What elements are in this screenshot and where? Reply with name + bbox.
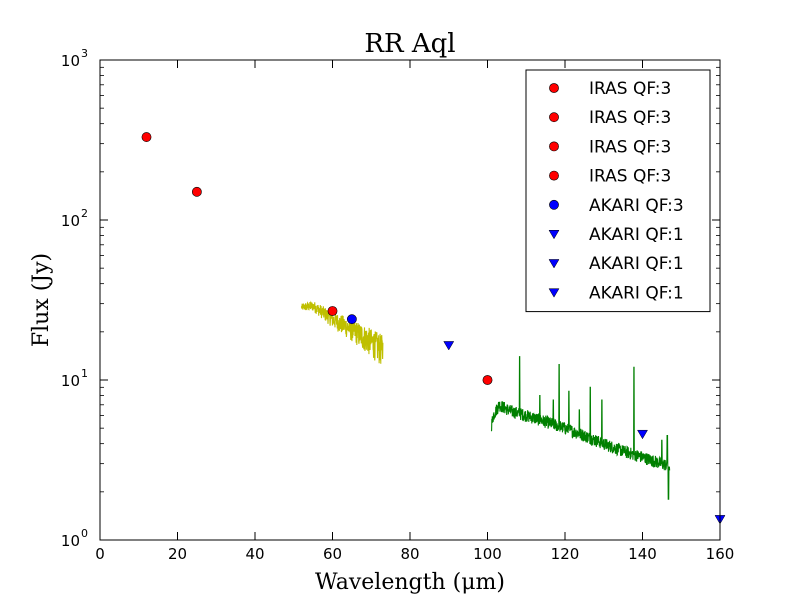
x-tick-label: 80 [400,545,419,563]
legend-label-4: IRAS QF:3 [589,167,671,187]
legend-box [525,69,711,313]
legend-marker-3 [549,141,559,152]
y-tick-exponent: 0 [81,527,88,540]
data-point-6 [443,341,455,351]
y-axis-label: Flux (Jy) [29,253,54,347]
spectra-layer [300,300,671,500]
legend-marker-2 [549,112,559,123]
legend-marker-5 [549,199,559,210]
x-axis-label: Wavelength (μm) [315,570,505,595]
legend-marker-4 [549,170,559,181]
x-tick-label: 160 [706,545,735,563]
legend-label-8: AKARI QF:1 [589,283,684,303]
y-tick-label: 10 [61,212,80,230]
x-tick-label: 100 [473,545,502,563]
x-tick-label: 60 [323,545,342,563]
y-tick-exponent: 1 [81,367,88,380]
spectrum-line-2 [490,356,671,500]
data-point-4 [482,375,493,385]
legend-marker-1 [549,83,559,93]
legend-label-5: AKARI QF:3 [589,196,684,216]
x-tick-label: 40 [245,545,264,563]
data-point-2 [191,186,202,197]
x-tick-label: 0 [95,545,105,563]
y-tick-exponent: 3 [81,47,88,60]
spectrum-line-1 [300,300,384,364]
legend-marker-8 [548,288,560,298]
data-point-1 [141,132,152,142]
y-tick-label: 10 [61,532,80,550]
y-tick-label: 10 [61,52,80,70]
x-tick-label: 140 [628,545,657,563]
legend-marker-6 [548,230,560,240]
x-tick-label: 20 [168,545,187,563]
y-tick-exponent: 2 [81,207,88,220]
legend-label-2: IRAS QF:3 [589,108,671,128]
chart-title: RR Aql [364,29,455,59]
legend: IRAS QF:3 IRAS QF:3 IRAS QF:3 IRAS QF:3 AKAR… [525,69,711,313]
legend-label-1: IRAS QF:3 [589,79,671,99]
x-tick-label: 120 [551,545,580,563]
legend-label-6: AKARI QF:1 [589,225,684,245]
data-point-3 [327,306,338,316]
data-point-7 [637,429,648,440]
legend-label-3: IRAS QF:3 [589,137,671,157]
y-tick-label: 10 [61,372,80,390]
legend-label-7: AKARI QF:1 [589,254,684,274]
points-layer [141,132,726,525]
legend-marker-7 [548,259,560,269]
data-point-5 [346,314,357,325]
